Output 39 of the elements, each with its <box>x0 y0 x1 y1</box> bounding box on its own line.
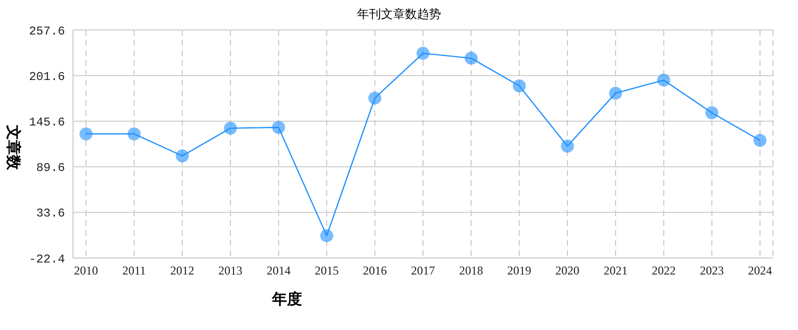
point <box>320 229 334 242</box>
point <box>512 79 526 92</box>
x-tick-label: 2023 <box>700 264 724 278</box>
point <box>416 46 430 60</box>
y-tick-label: -22.4 <box>28 252 65 266</box>
x-axis-title: 年度 <box>272 290 302 309</box>
point <box>80 127 92 140</box>
point <box>176 149 189 162</box>
chart-title: 年刊文章数趋势 <box>356 6 442 23</box>
x-tick-label: 2017 <box>411 264 435 278</box>
x-tick-label: 2010 <box>74 264 98 278</box>
y-tick-label: 257.6 <box>28 24 65 38</box>
x-tick-label: 2022 <box>652 264 676 278</box>
point <box>464 52 478 65</box>
x-tick-label: 2020 <box>555 264 580 278</box>
y-tick-label: 33.6 <box>36 206 65 221</box>
point <box>657 74 670 87</box>
x-tick-label: 2018 <box>459 264 484 278</box>
point <box>128 127 141 140</box>
point <box>560 140 574 153</box>
y-axis-title: 文章数 <box>4 124 22 172</box>
point <box>272 120 286 134</box>
x-tick-label: 2019 <box>507 264 532 278</box>
x-tick-label: 2011 <box>122 264 146 278</box>
point <box>368 92 382 105</box>
x-tick-label: 2016 <box>362 264 387 278</box>
x-tick-label: 2024 <box>748 264 772 278</box>
point <box>224 122 237 135</box>
y-tick-label: 201.6 <box>28 70 65 84</box>
point <box>609 86 622 100</box>
point <box>705 106 718 120</box>
x-tick-label: 2012 <box>170 264 194 278</box>
y-tick-label: 145.6 <box>28 115 65 130</box>
x-tick-label: 2014 <box>266 264 291 278</box>
x-tick-label: 2021 <box>604 264 628 278</box>
y-tick-label: 89.6 <box>36 161 65 176</box>
x-tick-label: 2013 <box>218 264 242 278</box>
x-tick-label: 2015 <box>314 264 339 278</box>
point <box>754 134 766 147</box>
